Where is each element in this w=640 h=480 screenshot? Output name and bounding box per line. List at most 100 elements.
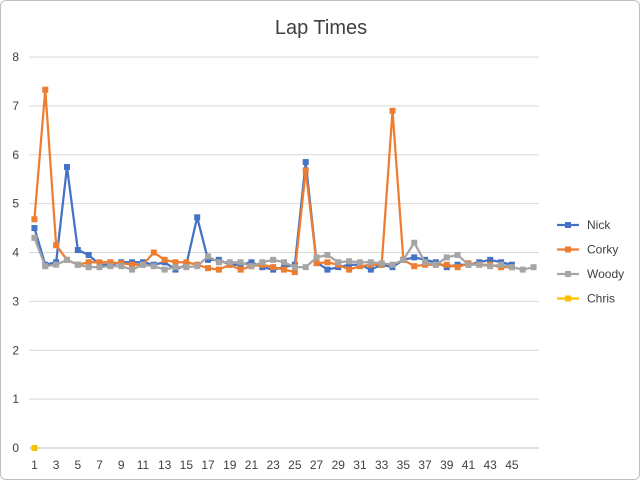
- data-point: [42, 86, 49, 93]
- data-point: [281, 266, 287, 273]
- legend-marker: [565, 271, 571, 277]
- legend-entry-chris: Chris: [557, 292, 615, 306]
- data-point: [85, 264, 92, 271]
- data-point: [487, 256, 494, 263]
- x-tick-label: 39: [440, 458, 454, 472]
- data-point: [356, 263, 363, 270]
- legend-label: Nick: [587, 218, 611, 232]
- data-point: [96, 259, 103, 266]
- legend-label: Chris: [587, 292, 615, 306]
- x-tick-label: 27: [310, 458, 324, 472]
- data-point: [367, 259, 374, 266]
- x-tick-label: 37: [418, 458, 432, 472]
- x-tick-label: 29: [332, 458, 346, 472]
- series-lines: [31, 86, 537, 451]
- data-point: [150, 263, 157, 270]
- x-tick-label: 19: [223, 458, 237, 472]
- data-point: [183, 264, 190, 271]
- data-point: [161, 266, 168, 273]
- data-point: [346, 266, 353, 273]
- x-tick-label: 35: [397, 458, 411, 472]
- series-chris: [31, 445, 38, 451]
- y-tick-label: 0: [12, 441, 19, 455]
- data-point: [85, 251, 92, 258]
- data-point: [248, 263, 255, 270]
- data-point: [85, 259, 92, 266]
- data-point: [346, 261, 353, 268]
- data-point: [129, 266, 136, 273]
- data-point: [150, 249, 157, 256]
- data-point: [411, 254, 418, 261]
- data-point: [205, 253, 212, 260]
- data-point: [367, 266, 374, 273]
- legend-marker: [565, 246, 571, 253]
- y-tick-label: 8: [12, 50, 19, 64]
- data-point: [313, 254, 320, 261]
- data-point: [118, 263, 125, 270]
- data-point: [74, 261, 81, 268]
- data-point: [324, 266, 331, 273]
- series-corky: [31, 86, 515, 276]
- data-point: [172, 264, 179, 271]
- chart-title: Lap Times: [275, 17, 367, 39]
- legend-marker: [565, 295, 571, 302]
- data-point: [172, 259, 179, 266]
- x-tick-label: 5: [74, 458, 81, 472]
- data-point: [63, 163, 70, 170]
- data-point: [335, 259, 342, 266]
- data-point: [194, 263, 201, 270]
- data-point: [389, 107, 396, 114]
- data-point: [161, 256, 168, 263]
- data-point: [205, 256, 212, 263]
- data-point: [378, 260, 385, 267]
- data-point: [31, 445, 38, 451]
- x-tick-label: 43: [483, 458, 497, 472]
- legend-marker: [565, 222, 571, 228]
- legend: Nick Corky Woody Chris: [557, 218, 624, 306]
- data-point: [270, 256, 277, 263]
- data-point: [194, 214, 201, 221]
- data-point: [443, 261, 450, 268]
- data-point: [291, 269, 298, 276]
- data-point: [42, 263, 49, 270]
- x-tick-label: 9: [118, 458, 125, 472]
- data-point: [313, 260, 320, 267]
- y-tick-label: 4: [12, 246, 19, 260]
- data-point: [107, 263, 114, 270]
- data-point: [356, 259, 363, 266]
- data-point: [443, 254, 450, 261]
- data-point: [259, 259, 266, 266]
- x-tick-label: 7: [96, 458, 103, 472]
- data-point: [31, 216, 38, 223]
- data-point: [31, 225, 38, 232]
- data-point: [302, 159, 309, 166]
- data-point: [508, 264, 515, 271]
- x-tick-label: 31: [353, 458, 367, 472]
- data-point: [281, 259, 287, 266]
- data-point: [389, 261, 396, 268]
- data-point: [74, 247, 81, 254]
- data-point: [96, 264, 103, 271]
- data-point: [237, 259, 244, 266]
- y-tick-label: 5: [12, 197, 19, 211]
- series-woody: [31, 234, 537, 273]
- data-point: [324, 259, 331, 266]
- data-point: [31, 234, 38, 241]
- data-point: [270, 264, 277, 271]
- x-tick-label: 21: [245, 458, 259, 472]
- series-line: [33, 88, 512, 274]
- data-point: [215, 266, 222, 273]
- x-tick-label: 23: [266, 458, 280, 472]
- series-line: [33, 160, 513, 271]
- data-point: [139, 261, 146, 268]
- data-point: [302, 167, 309, 174]
- data-point: [422, 259, 429, 266]
- x-tick-label: 13: [158, 458, 172, 472]
- x-tick-label: 3: [53, 458, 60, 472]
- data-point: [302, 264, 309, 271]
- legend-entry-nick: Nick: [557, 218, 611, 232]
- data-point: [346, 258, 353, 265]
- data-point: [63, 256, 70, 263]
